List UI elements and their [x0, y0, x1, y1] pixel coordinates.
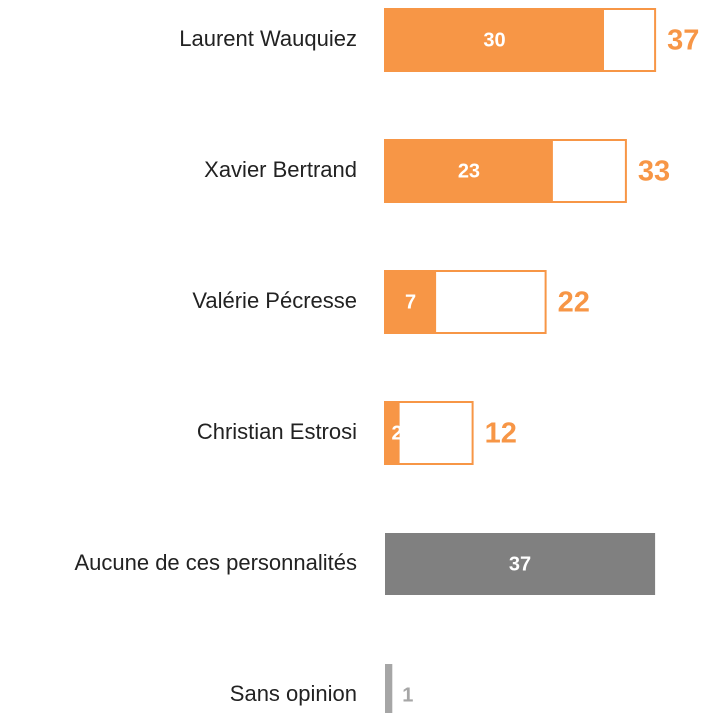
first-choice-bar [385, 271, 437, 333]
value-label: 7 [405, 291, 416, 313]
first-choice-bar [385, 402, 400, 464]
category-label: Christian Estrosi [197, 419, 357, 444]
first-choice-bar [385, 533, 656, 595]
total-label: 37 [667, 25, 699, 57]
category-label: Xavier Bertrand [204, 157, 357, 182]
total-label: 22 [558, 287, 590, 319]
value-label: 30 [483, 29, 505, 51]
category-label: Aucune de ces personnalités [74, 550, 357, 575]
total-label: 12 [485, 418, 517, 450]
value-label: 23 [458, 160, 480, 182]
first-choice-bar [385, 9, 604, 71]
first-choice-bar [385, 140, 553, 202]
category-label: Sans opinion [230, 681, 357, 706]
value-label: 1 [402, 684, 413, 706]
value-label: 2 [391, 422, 402, 444]
value-label: 37 [509, 553, 531, 575]
total-label: 33 [638, 156, 670, 188]
category-label: Valérie Pécresse [192, 288, 357, 313]
category-label: Laurent Wauquiez [179, 26, 357, 51]
first-choice-bar [385, 664, 393, 713]
